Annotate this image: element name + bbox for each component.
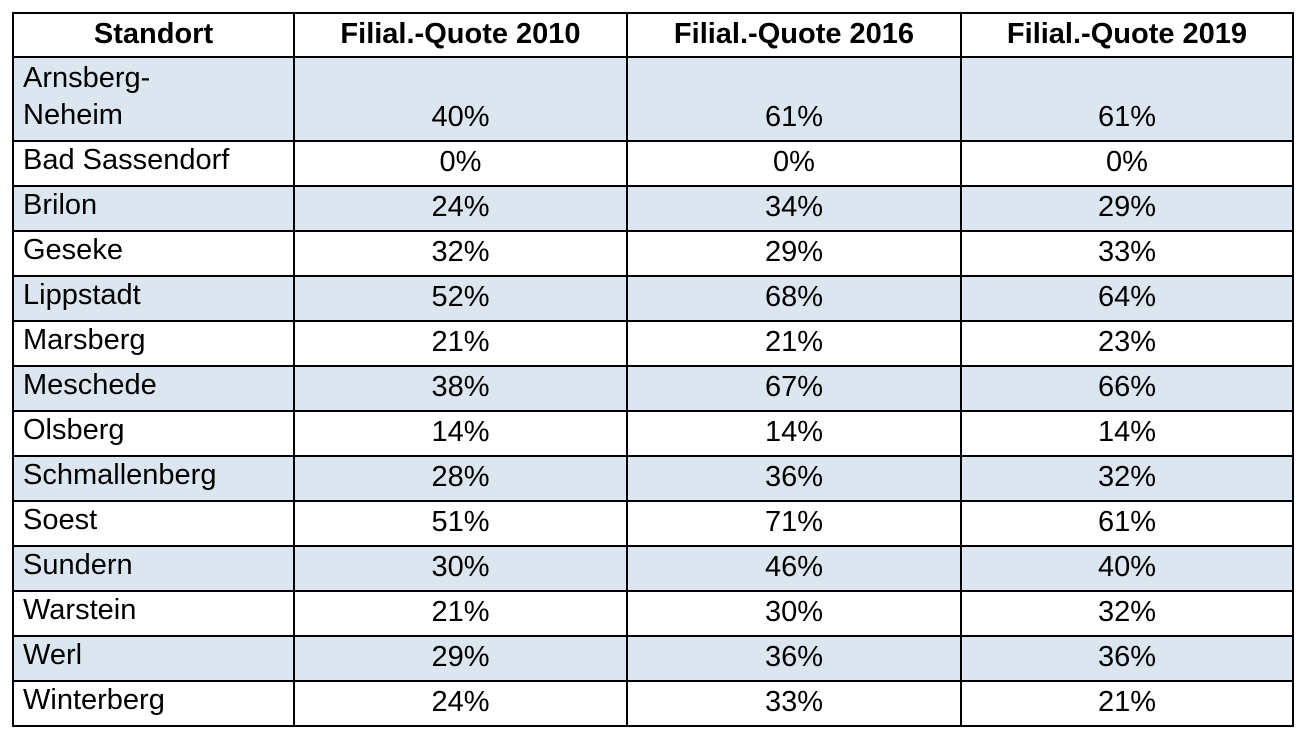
cell-quote-2019: 33% bbox=[960, 230, 1294, 277]
cell-quote-2010: 52% bbox=[293, 275, 628, 322]
column-header-quote-2019: Filial.-Quote 2019 bbox=[960, 12, 1294, 58]
cell-quote-2010: 38% bbox=[293, 365, 628, 412]
column-header-standort: Standort bbox=[12, 12, 295, 58]
cell-quote-2016: 34% bbox=[626, 185, 962, 232]
cell-standort: Arnsberg- Neheim bbox=[12, 56, 295, 142]
cell-quote-2010: 40% bbox=[293, 56, 628, 142]
cell-quote-2019: 21% bbox=[960, 680, 1294, 727]
cell-quote-2019: 32% bbox=[960, 455, 1294, 502]
cell-quote-2010: 32% bbox=[293, 230, 628, 277]
cell-standort: Bad Sassendorf bbox=[12, 140, 295, 187]
cell-standort: Meschede bbox=[12, 365, 295, 412]
cell-quote-2010: 21% bbox=[293, 590, 628, 637]
cell-quote-2016: 36% bbox=[626, 455, 962, 502]
table-row: Meschede 38% 67% 66% bbox=[12, 365, 1294, 412]
cell-standort: Warstein bbox=[12, 590, 295, 637]
cell-quote-2019: 32% bbox=[960, 590, 1294, 637]
cell-quote-2016: 14% bbox=[626, 410, 962, 457]
cell-quote-2019: 36% bbox=[960, 635, 1294, 682]
cell-quote-2019: 61% bbox=[960, 56, 1294, 142]
cell-quote-2010: 28% bbox=[293, 455, 628, 502]
filial-quote-table: Standort Filial.-Quote 2010 Filial.-Quot… bbox=[12, 12, 1294, 727]
table-row: Werl 29% 36% 36% bbox=[12, 635, 1294, 682]
table-row: Soest 51% 71% 61% bbox=[12, 500, 1294, 547]
cell-quote-2019: 40% bbox=[960, 545, 1294, 592]
cell-quote-2010: 21% bbox=[293, 320, 628, 367]
cell-quote-2010: 24% bbox=[293, 185, 628, 232]
table-header-row: Standort Filial.-Quote 2010 Filial.-Quot… bbox=[12, 12, 1294, 58]
cell-quote-2016: 67% bbox=[626, 365, 962, 412]
cell-quote-2016: 29% bbox=[626, 230, 962, 277]
cell-quote-2010: 24% bbox=[293, 680, 628, 727]
cell-quote-2016: 36% bbox=[626, 635, 962, 682]
cell-quote-2019: 66% bbox=[960, 365, 1294, 412]
table-row: Brilon 24% 34% 29% bbox=[12, 185, 1294, 232]
cell-standort: Marsberg bbox=[12, 320, 295, 367]
cell-quote-2016: 71% bbox=[626, 500, 962, 547]
cell-quote-2016: 21% bbox=[626, 320, 962, 367]
cell-standort: Schmallenberg bbox=[12, 455, 295, 502]
cell-quote-2016: 61% bbox=[626, 56, 962, 142]
cell-quote-2019: 64% bbox=[960, 275, 1294, 322]
table-row: Bad Sassendorf 0% 0% 0% bbox=[12, 140, 1294, 187]
cell-quote-2010: 29% bbox=[293, 635, 628, 682]
cell-standort: Winterberg bbox=[12, 680, 295, 727]
cell-standort: Soest bbox=[12, 500, 295, 547]
table-row: Lippstadt 52% 68% 64% bbox=[12, 275, 1294, 322]
cell-quote-2016: 46% bbox=[626, 545, 962, 592]
cell-quote-2010: 14% bbox=[293, 410, 628, 457]
table-row: Geseke 32% 29% 33% bbox=[12, 230, 1294, 277]
cell-standort: Geseke bbox=[12, 230, 295, 277]
cell-quote-2016: 33% bbox=[626, 680, 962, 727]
cell-standort: Werl bbox=[12, 635, 295, 682]
cell-quote-2019: 0% bbox=[960, 140, 1294, 187]
table-row: Warstein 21% 30% 32% bbox=[12, 590, 1294, 637]
cell-quote-2016: 0% bbox=[626, 140, 962, 187]
cell-quote-2010: 0% bbox=[293, 140, 628, 187]
column-header-quote-2010: Filial.-Quote 2010 bbox=[293, 12, 628, 58]
table-row: Sundern 30% 46% 40% bbox=[12, 545, 1294, 592]
column-header-quote-2016: Filial.-Quote 2016 bbox=[626, 12, 962, 58]
cell-quote-2010: 51% bbox=[293, 500, 628, 547]
table-row: Olsberg 14% 14% 14% bbox=[12, 410, 1294, 457]
cell-standort: Sundern bbox=[12, 545, 295, 592]
cell-quote-2019: 23% bbox=[960, 320, 1294, 367]
cell-quote-2019: 14% bbox=[960, 410, 1294, 457]
cell-quote-2016: 68% bbox=[626, 275, 962, 322]
cell-standort: Olsberg bbox=[12, 410, 295, 457]
cell-quote-2010: 30% bbox=[293, 545, 628, 592]
cell-standort: Brilon bbox=[12, 185, 295, 232]
table-row: Marsberg 21% 21% 23% bbox=[12, 320, 1294, 367]
table-row: Winterberg 24% 33% 21% bbox=[12, 680, 1294, 727]
cell-standort: Lippstadt bbox=[12, 275, 295, 322]
cell-quote-2019: 61% bbox=[960, 500, 1294, 547]
table-row: Arnsberg- Neheim 40% 61% 61% bbox=[12, 56, 1294, 142]
cell-quote-2019: 29% bbox=[960, 185, 1294, 232]
table-row: Schmallenberg 28% 36% 32% bbox=[12, 455, 1294, 502]
cell-quote-2016: 30% bbox=[626, 590, 962, 637]
